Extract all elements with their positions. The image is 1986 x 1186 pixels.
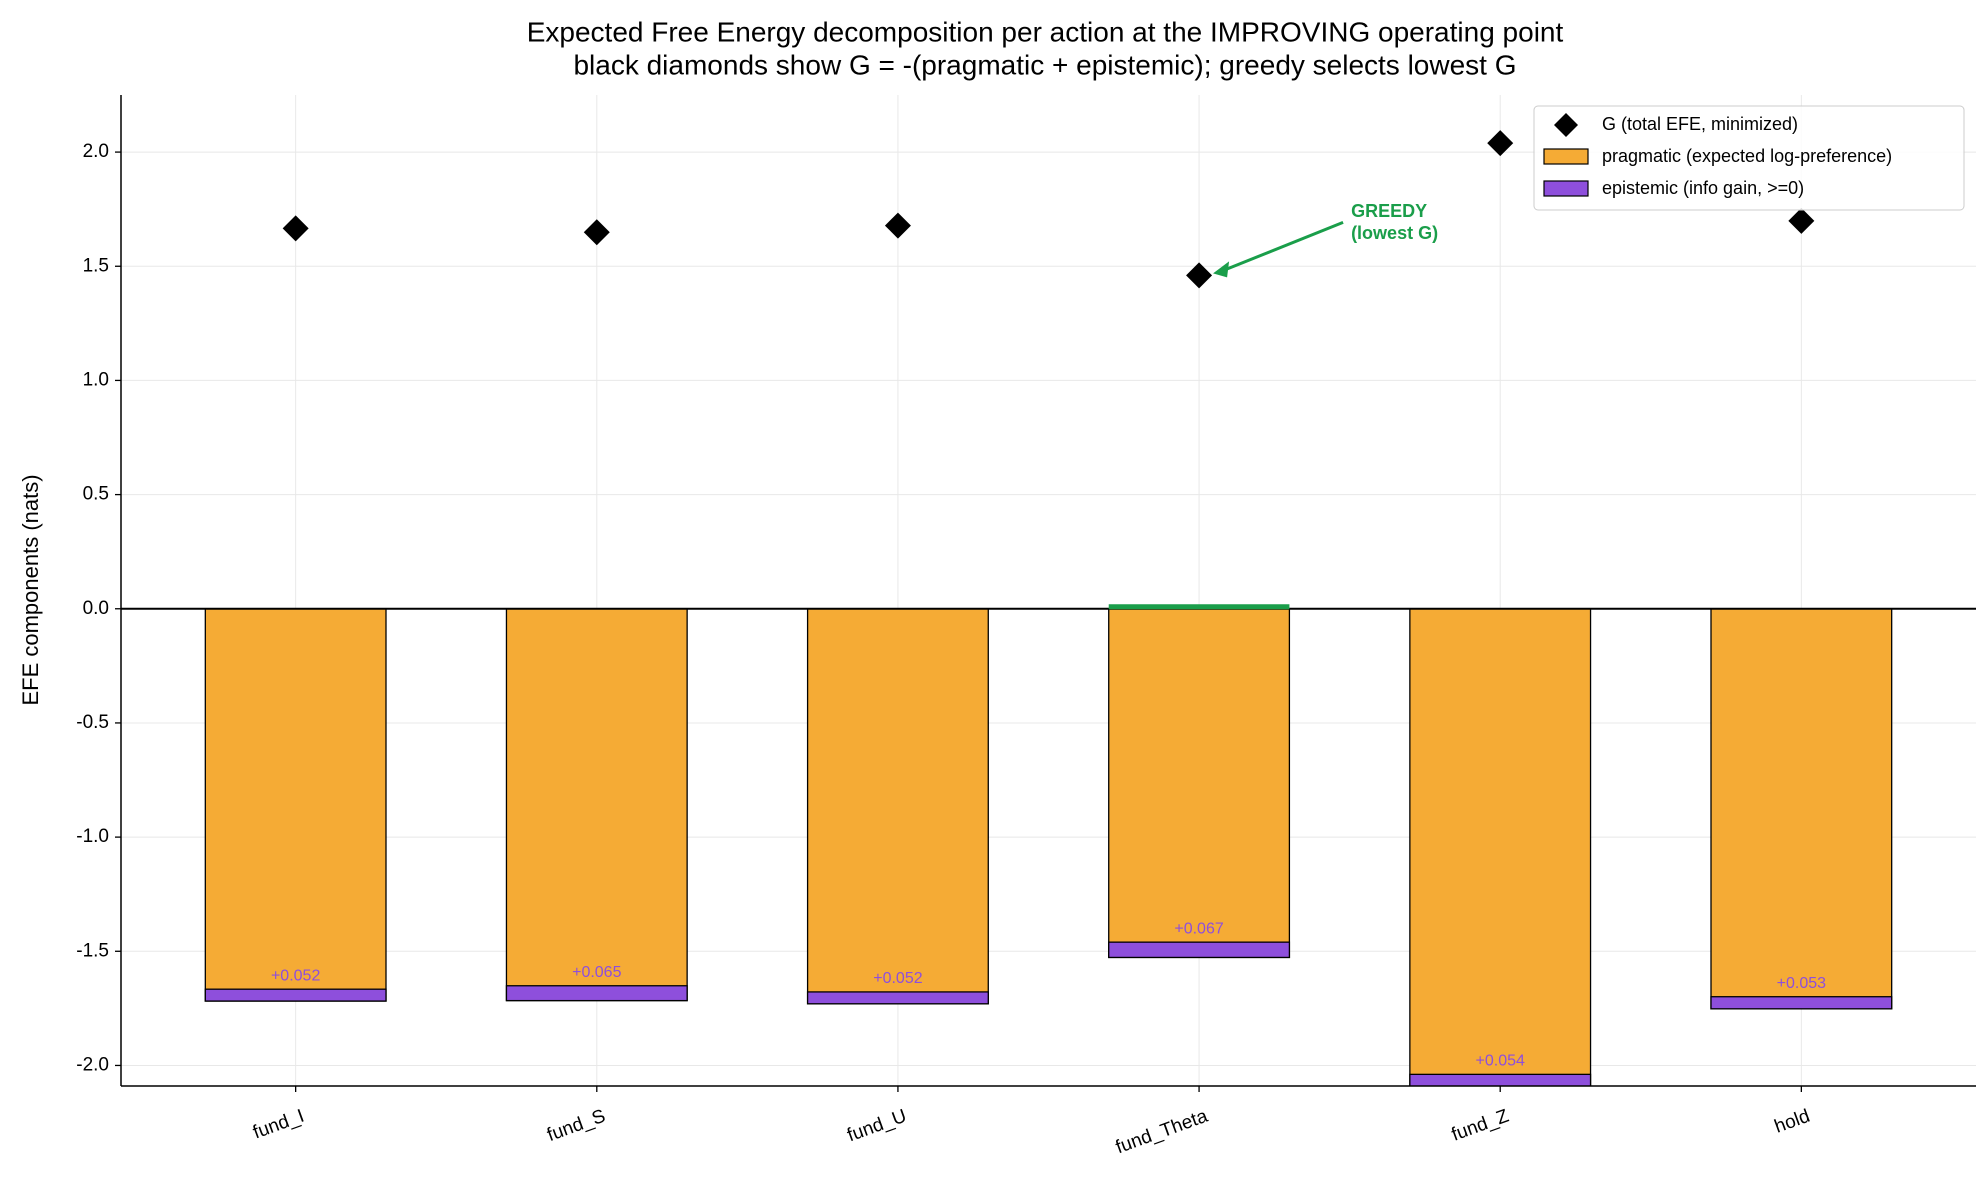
g-marker (1487, 130, 1514, 157)
y-tick-label: -0.5 (76, 712, 109, 733)
annotation-arrowhead (1213, 261, 1230, 278)
annotation: GREEDY (1351, 201, 1427, 221)
overlay: +0.052 +0.065 +0.052 +0.067 +0.054 +0.053 GREE… (120, 95, 1976, 1087)
x-tick-label: fund_I (250, 1106, 307, 1144)
bar-pragmatic (806, 608, 989, 1005)
bar-epistemic (1710, 996, 1893, 1010)
value-label: +0.067 (1174, 920, 1223, 937)
g-marker (282, 215, 309, 242)
g-marker (1788, 207, 1815, 234)
annotation: (lowest G) (1351, 223, 1438, 243)
bar-pragmatic (1710, 608, 1893, 1010)
bar-pragmatic (505, 608, 688, 1002)
chart-title: Expected Free Energy decomposition per a… (527, 16, 1564, 47)
y-tick-label: 1.5 (83, 255, 109, 276)
bar-pragmatic (1409, 608, 1592, 1086)
legend-marker (1554, 113, 1578, 137)
value-label: +0.052 (271, 967, 320, 984)
legend-label: pragmatic (expected log-preference) (1602, 146, 1892, 166)
legend-swatch (1543, 148, 1589, 165)
legend-box (1533, 105, 1965, 211)
y-tick-label: -1.0 (76, 826, 109, 847)
x-tick-label: fund_U (845, 1106, 910, 1147)
legend-label: epistemic (info gain, >=0) (1602, 178, 1804, 198)
y-tick-label: -1.5 (76, 940, 109, 961)
value-label: +0.053 (1777, 975, 1826, 992)
g-marker (583, 219, 610, 246)
x-tick-label: fund_Theta (1113, 1106, 1211, 1159)
bar-pragmatic (204, 608, 387, 1002)
x-tick-label: hold (1772, 1106, 1813, 1138)
y-tick-label: -2.0 (76, 1054, 109, 1075)
legend-label: G (total EFE, minimized) (1602, 114, 1798, 134)
y-tick-label: 0.0 (83, 598, 109, 619)
value-label: +0.052 (873, 970, 922, 987)
x-tick-label: fund_Z (1449, 1106, 1512, 1146)
y-axis-label: EFE components (nats) (18, 474, 43, 705)
g-marker (1186, 262, 1213, 289)
y-tick-label: 2.0 (83, 141, 109, 162)
bar-epistemic (204, 988, 387, 1002)
y-tick-label: 1.0 (83, 369, 109, 390)
chart-subtitle: black diamonds show G = -(pragmatic + ep… (573, 49, 1516, 80)
legend-swatch (1543, 180, 1589, 197)
bar-epistemic (1409, 1073, 1592, 1086)
g-marker (884, 212, 911, 239)
bar-epistemic (1108, 941, 1291, 959)
bar-epistemic (505, 985, 688, 1002)
plot-area (204, 608, 1893, 1086)
x-tick-label: fund_S (544, 1106, 608, 1146)
bar-epistemic (806, 991, 989, 1005)
bar-pragmatic (1108, 608, 1291, 959)
annotation-arrow (1220, 220, 1344, 273)
value-label: +0.065 (572, 964, 621, 981)
value-label: +0.054 (1476, 1053, 1525, 1070)
grid (121, 95, 1976, 1086)
y-tick-label: 0.5 (83, 484, 109, 505)
